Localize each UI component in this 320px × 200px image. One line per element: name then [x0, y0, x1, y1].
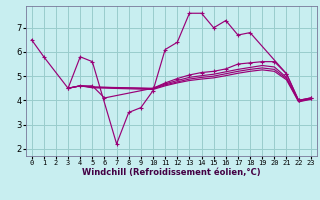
X-axis label: Windchill (Refroidissement éolien,°C): Windchill (Refroidissement éolien,°C)	[82, 168, 260, 177]
